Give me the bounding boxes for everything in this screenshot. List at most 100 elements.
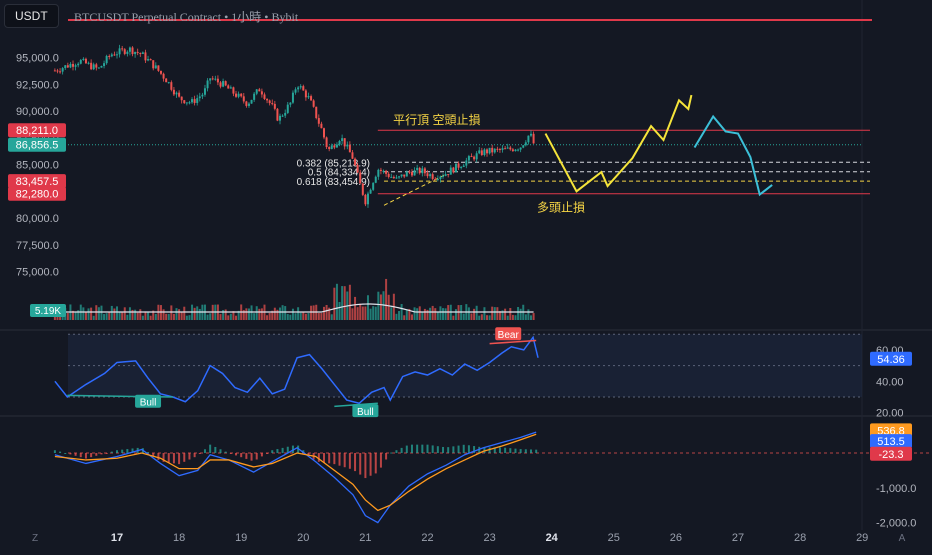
macd-value-badge: [870, 446, 912, 461]
macd-histogram-bar: [193, 453, 196, 458]
candle-body: [72, 63, 75, 67]
volume-badge-label: 5.19K: [35, 306, 61, 317]
candle-body: [504, 148, 507, 150]
volume-bar: [82, 307, 85, 320]
candle-body: [87, 62, 90, 64]
volume-bar: [307, 313, 310, 320]
volume-bar: [108, 312, 111, 320]
candle-body: [144, 52, 147, 61]
candle-body: [242, 96, 245, 102]
candle-body: [74, 65, 77, 67]
volume-bar: [170, 305, 173, 320]
volume-bar: [284, 306, 287, 320]
ticker-label[interactable]: USDT: [4, 4, 59, 28]
volume-bar: [172, 313, 175, 320]
macd-histogram-bar: [240, 453, 243, 458]
macd-histogram-bar: [178, 453, 181, 465]
candle-body: [266, 98, 269, 101]
candle-body: [167, 82, 170, 84]
candle-body: [478, 150, 481, 154]
macd-histogram-bar: [209, 444, 212, 453]
candle-body: [387, 173, 390, 177]
volume-bar: [72, 310, 75, 320]
volume-bar: [509, 308, 512, 320]
volume-bar: [473, 308, 476, 320]
macd-histogram-bar: [457, 445, 460, 453]
macd-histogram-bar: [473, 446, 476, 453]
volume-bar: [359, 303, 362, 320]
volume-bar: [454, 309, 457, 320]
volume-bar: [227, 315, 230, 320]
candle-body: [519, 147, 522, 150]
volume-bar: [66, 312, 69, 320]
volume-bar: [323, 306, 325, 320]
volume-bar: [310, 305, 313, 320]
price-axis-badge-label: 83,457.5: [16, 176, 59, 188]
macd-histogram-bar: [359, 453, 362, 475]
volume-bar: [530, 315, 532, 320]
price-tick-label: 75,000.0: [16, 267, 59, 279]
x-axis-label: 20: [297, 532, 309, 544]
rsi-tick-label: 40.00: [876, 376, 904, 388]
candle-body: [436, 179, 439, 181]
volume-bar: [279, 307, 282, 320]
macd-histogram-bar: [436, 446, 439, 453]
footer-left-label: Z: [32, 533, 38, 544]
volume-bar: [413, 307, 416, 320]
volume-bar: [147, 312, 150, 320]
candle-body: [454, 163, 457, 173]
volume-bar: [276, 309, 279, 320]
candle-body: [444, 174, 447, 176]
candle-body: [405, 171, 408, 177]
annotation-short-stop: 平行頂 空頭止損: [393, 112, 480, 127]
candle-body: [289, 102, 292, 105]
macd-histogram-bar: [167, 453, 170, 463]
candle-body: [483, 149, 486, 155]
macd-histogram-bar: [59, 451, 62, 453]
macd-histogram-bar: [235, 453, 238, 456]
candle-body: [398, 176, 401, 178]
volume-bar: [333, 287, 336, 320]
x-axis-label: 19: [235, 532, 247, 544]
candle-body: [90, 62, 93, 70]
volume-bar: [162, 309, 165, 320]
candle-body: [473, 156, 476, 160]
macd-histogram-bar: [307, 453, 310, 455]
volume-bar: [354, 296, 357, 320]
volume-bar: [366, 295, 369, 320]
candle-body: [56, 70, 59, 72]
volume-bar: [110, 305, 113, 320]
candle-body: [276, 108, 279, 121]
candle-body: [304, 90, 307, 98]
candle-body: [108, 55, 111, 57]
macd-histogram-bar: [281, 447, 284, 453]
candle-body: [113, 54, 116, 56]
macd-histogram-bar: [348, 453, 351, 469]
candle-body: [273, 103, 276, 109]
candle-body: [131, 47, 134, 55]
candle-body: [232, 87, 235, 94]
fib-trendline: [383, 173, 447, 206]
candle-body: [323, 128, 325, 138]
volume-bar: [348, 284, 351, 320]
volume-bar: [245, 308, 248, 320]
volume-bar: [330, 314, 333, 320]
macd-histogram-bar: [400, 447, 403, 453]
volume-bar: [429, 307, 432, 320]
volume-bar: [442, 308, 445, 320]
volume-bar: [387, 294, 390, 320]
macd-histogram-bar: [121, 449, 124, 453]
macd-histogram-bar: [416, 444, 419, 453]
volume-bar: [144, 311, 147, 320]
candle-body: [400, 174, 403, 177]
volume-bar: [416, 308, 419, 320]
volume-bar: [206, 314, 209, 320]
candle-body: [486, 149, 489, 154]
x-axis-label: 28: [794, 532, 806, 544]
candle-body: [511, 149, 514, 152]
macd-histogram-bar: [266, 453, 269, 454]
x-axis-label: 27: [732, 532, 744, 544]
price-tick-label: 90,000.0: [16, 106, 59, 118]
candle-body: [258, 89, 261, 92]
